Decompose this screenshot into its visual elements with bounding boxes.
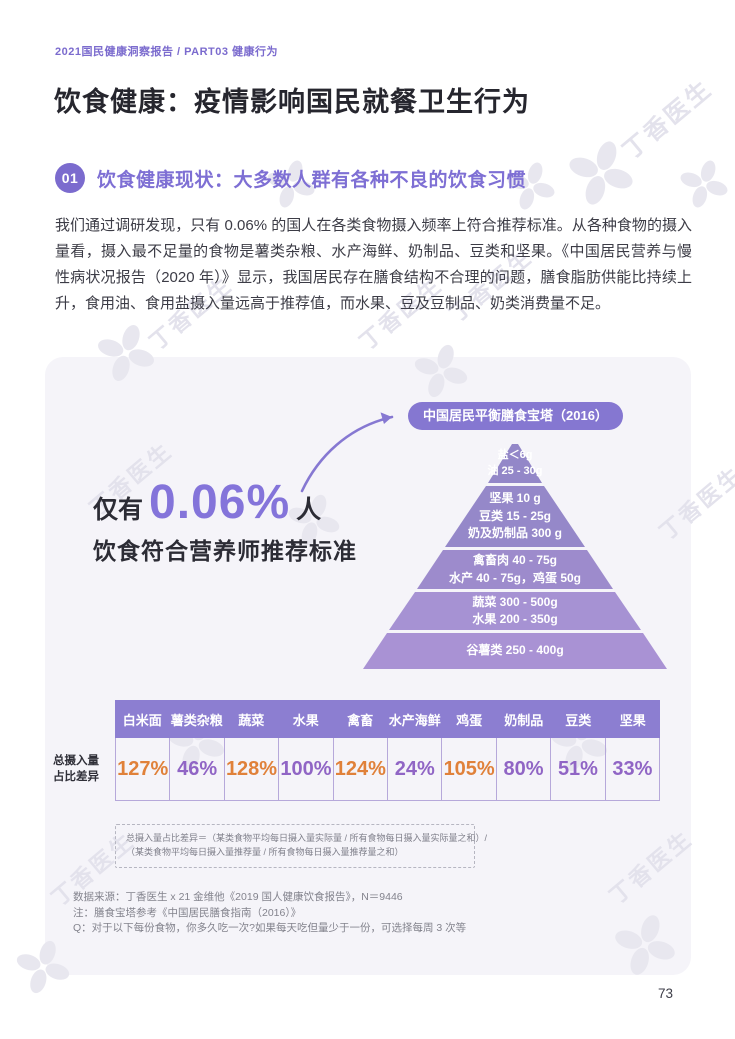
table-value-cell: 46% [170,738,225,800]
stat-value: 0.06% [149,476,291,529]
stat-caption: 饮食符合营养师推荐标准 [93,538,357,564]
table-value-cell: 124% [334,738,389,800]
brand-watermark-text: 丁香医生 [617,74,718,165]
table-header-row: 白米面 薯类杂粮 蔬菜 水果 禽畜 水产海鲜 鸡蛋 奶制品 豆类 坚果 [115,700,660,738]
table-header-cell: 薯类杂粮 [170,712,223,728]
table-header-cell: 水果 [292,712,319,728]
breadcrumb-text: 2021国民健康洞察报告 / PART03 健康行为 [55,46,279,58]
section-title: 饮食健康现状：大多数人群有各种不良的饮食习惯 [97,169,527,191]
pyramid-tier-text: 坚果 10 g 豆类 15 - 25g 奶及奶制品 300 g [355,486,675,547]
pyramid-tier-shape [417,550,613,589]
table-row-label: 总摄入量 占比差异 [53,753,99,785]
pyramid-tier-line: 谷薯类 250 - 400g [466,643,564,658]
intake-comparison-table: 白米面 薯类杂粮 蔬菜 水果 禽畜 水产海鲜 鸡蛋 奶制品 豆类 坚果 127% 46% 128% 10… [115,700,661,801]
footnotes: 数据来源：丁香医生 x 21 金维他《2019 国人健康饮食报告》，N＝9446… [73,890,466,937]
intro-paragraph: 我们通过调研发现，只有 0.06% 的国人在各类食物摄入频率上符合推荐标准。从各… [55,217,692,312]
infographic-panel-content: 中国居民平衡膳食宝塔（2016） 盐＜6g 油 25 - 30g 坚果 10 g 豆类… [45,357,691,975]
pyramid-tier-text: 盐＜6g 油 25 - 30g [355,444,675,483]
formula-line1: 总摄入量占比差异＝（某类食物平均每日摄入量实际量 / 所有食物每日摄入量实际量之… [126,833,488,843]
table-row-label-line1: 总摄入量 [53,755,99,767]
section-number-badge: 01 [55,163,85,193]
pyramid-tier-4: 蔬菜 300 - 500g 水果 200 - 350g [355,592,675,630]
page-title: 饮食健康：疫情影响国民就餐卫生行为 [54,87,530,117]
curved-arrow-icon [300,412,394,493]
lilac-flower-watermark-icon [566,138,636,213]
pyramid-tier-text: 禽畜肉 40 - 75g 水产 40 - 75g，鸡蛋 50g [355,550,675,589]
table-value-cell: 128% [225,738,280,800]
page-number: 73 [658,986,674,1001]
stat-suffix: 人 [296,496,322,524]
pyramid-tier-5: 谷薯类 250 - 400g [355,633,675,669]
table-header-cell: 奶制品 [504,712,544,728]
table-header-cell: 豆类 [565,712,592,728]
stat-prefix: 仅有 [93,496,144,524]
table-header-cell: 蔬菜 [238,712,265,728]
table-value-row: 127% 46% 128% 100% 124% 24% 105% 80% 51% 33% [115,738,661,801]
table-value-cell: 127% [116,738,171,800]
pyramid-title-pill: 中国居民平衡膳食宝塔（2016） [408,402,623,430]
table-value-cell: 24% [388,738,443,800]
pyramid-tier-2: 坚果 10 g 豆类 15 - 25g 奶及奶制品 300 g [355,486,675,547]
formula-line2: （某类食物平均每日摄入量推荐量 / 所有食物每日摄入量推荐量之和） [126,846,404,857]
table-value-cell: 100% [279,738,334,800]
pyramid-tier-shape [363,633,667,669]
table-row-label-line2: 占比差异 [53,771,99,784]
table-header-cell: 禽畜 [347,712,374,728]
table-value-cell: 51% [551,738,606,800]
formula-note-box: 总摄入量占比差异＝（某类食物平均每日摄入量实际量 / 所有食物每日摄入量实际量之… [115,824,488,868]
pyramid-tier-text: 谷薯类 250 - 400g [355,633,675,669]
pyramid-tier-line: 豆类 15 - 25g [478,508,552,523]
food-pyramid: 盐＜6g 油 25 - 30g 坚果 10 g 豆类 15 - 25g 奶及奶制品 30… [355,444,675,672]
footnote-note: 注：膳食宝塔参考《中国居民膳食指南（2016）》 [73,906,302,919]
pyramid-tier-line: 盐＜6g [497,448,533,461]
table-value-cell: 33% [606,738,661,800]
table-value-cell: 105% [442,738,497,800]
pyramid-tier-text: 蔬菜 300 - 500g 水果 200 - 350g [355,592,675,630]
pyramid-tier-shape [389,592,641,630]
pyramid-tier-line: 坚果 10 g [489,491,541,506]
pyramid-tier-line: 奶及奶制品 300 g [467,526,563,541]
table-value-cell: 80% [497,738,552,800]
pyramid-tier-line: 禽畜肉 40 - 75g [472,553,558,568]
table-header-cell: 白米面 [122,712,162,728]
pyramid-tier-line: 蔬菜 300 - 500g [472,594,558,609]
section-heading-row: 01 饮食健康现状：大多数人群有各种不良的饮食习惯 [55,163,526,193]
pyramid-tier-3: 禽畜肉 40 - 75g 水产 40 - 75g，鸡蛋 50g [355,550,675,589]
pyramid-tier-line: 水果 200 - 350g [472,612,558,626]
table-header-cell: 鸡蛋 [456,712,483,728]
stat-callout: 仅有 0.06% 人 饮食符合营养师推荐标准 [93,475,357,566]
table-header-cell: 水产海鲜 [388,712,441,728]
table-header-cell: 坚果 [619,712,646,728]
breadcrumb: 2021国民健康洞察报告 / PART03 健康行为 [55,42,278,60]
lilac-flower-watermark-icon [678,158,730,215]
footnote-question: Q：对于以下每份食物，你多久吃一次?如果每天吃但量少于一份，可选择每周 3 次等 [73,922,467,934]
pyramid-tier-line: 水产 40 - 75g，鸡蛋 50g [448,570,582,585]
pyramid-tier-line: 油 25 - 30g [487,464,543,477]
footnote-source: 数据来源：丁香医生 x 21 金维他《2019 国人健康饮食报告》，N＝9446 [73,891,403,903]
pyramid-tier-1: 盐＜6g 油 25 - 30g [355,444,675,483]
